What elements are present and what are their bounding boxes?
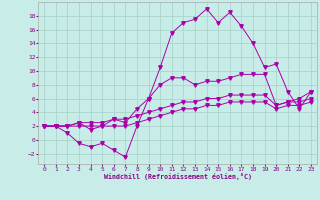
X-axis label: Windchill (Refroidissement éolien,°C): Windchill (Refroidissement éolien,°C) (104, 173, 252, 180)
